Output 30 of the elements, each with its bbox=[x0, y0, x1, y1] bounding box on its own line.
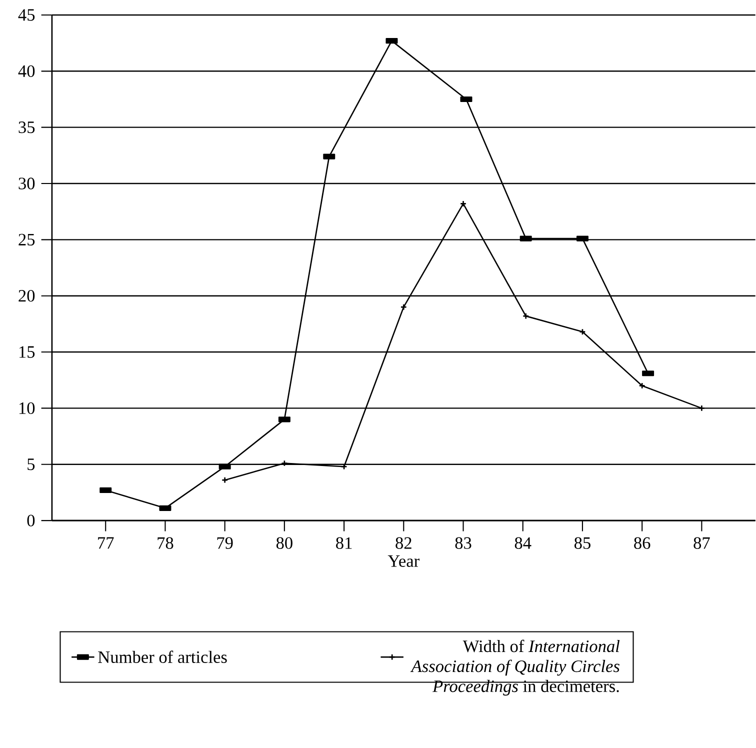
y-tick-label: 40 bbox=[18, 65, 35, 77]
x-axis-title: Year bbox=[388, 555, 420, 567]
text: Width of International Association of Quality Circles Proceedings in decimeters. bbox=[410, 640, 620, 696]
y-tick-label: 20 bbox=[18, 290, 35, 302]
x-tick-label: 77 bbox=[98, 537, 114, 548]
y-tick-label: 5 bbox=[28, 458, 35, 470]
y-tick-label: 25 bbox=[18, 234, 35, 246]
y-tick-label: 30 bbox=[18, 178, 35, 190]
x-tick-label: 79 bbox=[217, 537, 233, 549]
y-tick-label: 10 bbox=[19, 402, 35, 414]
x-tick-label: 87 bbox=[694, 537, 710, 549]
point bbox=[400, 304, 407, 310]
point bbox=[522, 312, 530, 320]
y-tick-label: 45 bbox=[18, 9, 35, 21]
point bbox=[460, 200, 467, 207]
x-tick-label: 85 bbox=[574, 537, 590, 549]
x-tick-label: 78 bbox=[158, 537, 174, 549]
x-tick-label: 82 bbox=[396, 537, 412, 549]
y-tick-label: 15 bbox=[19, 346, 35, 358]
x-tick-label: 86 bbox=[634, 537, 650, 549]
point bbox=[638, 382, 646, 389]
y-tick-label: 0 bbox=[27, 514, 35, 526]
x-tick-label: 83 bbox=[455, 537, 472, 549]
x-tick-label: 81 bbox=[336, 537, 352, 549]
legend-label: Number of articles bbox=[98, 650, 227, 663]
x-tick-label: 80 bbox=[276, 537, 292, 549]
y-tick-label: 35 bbox=[18, 121, 35, 133]
point bbox=[579, 328, 586, 335]
point bbox=[281, 460, 288, 466]
x-tick-label: 84 bbox=[514, 537, 532, 549]
